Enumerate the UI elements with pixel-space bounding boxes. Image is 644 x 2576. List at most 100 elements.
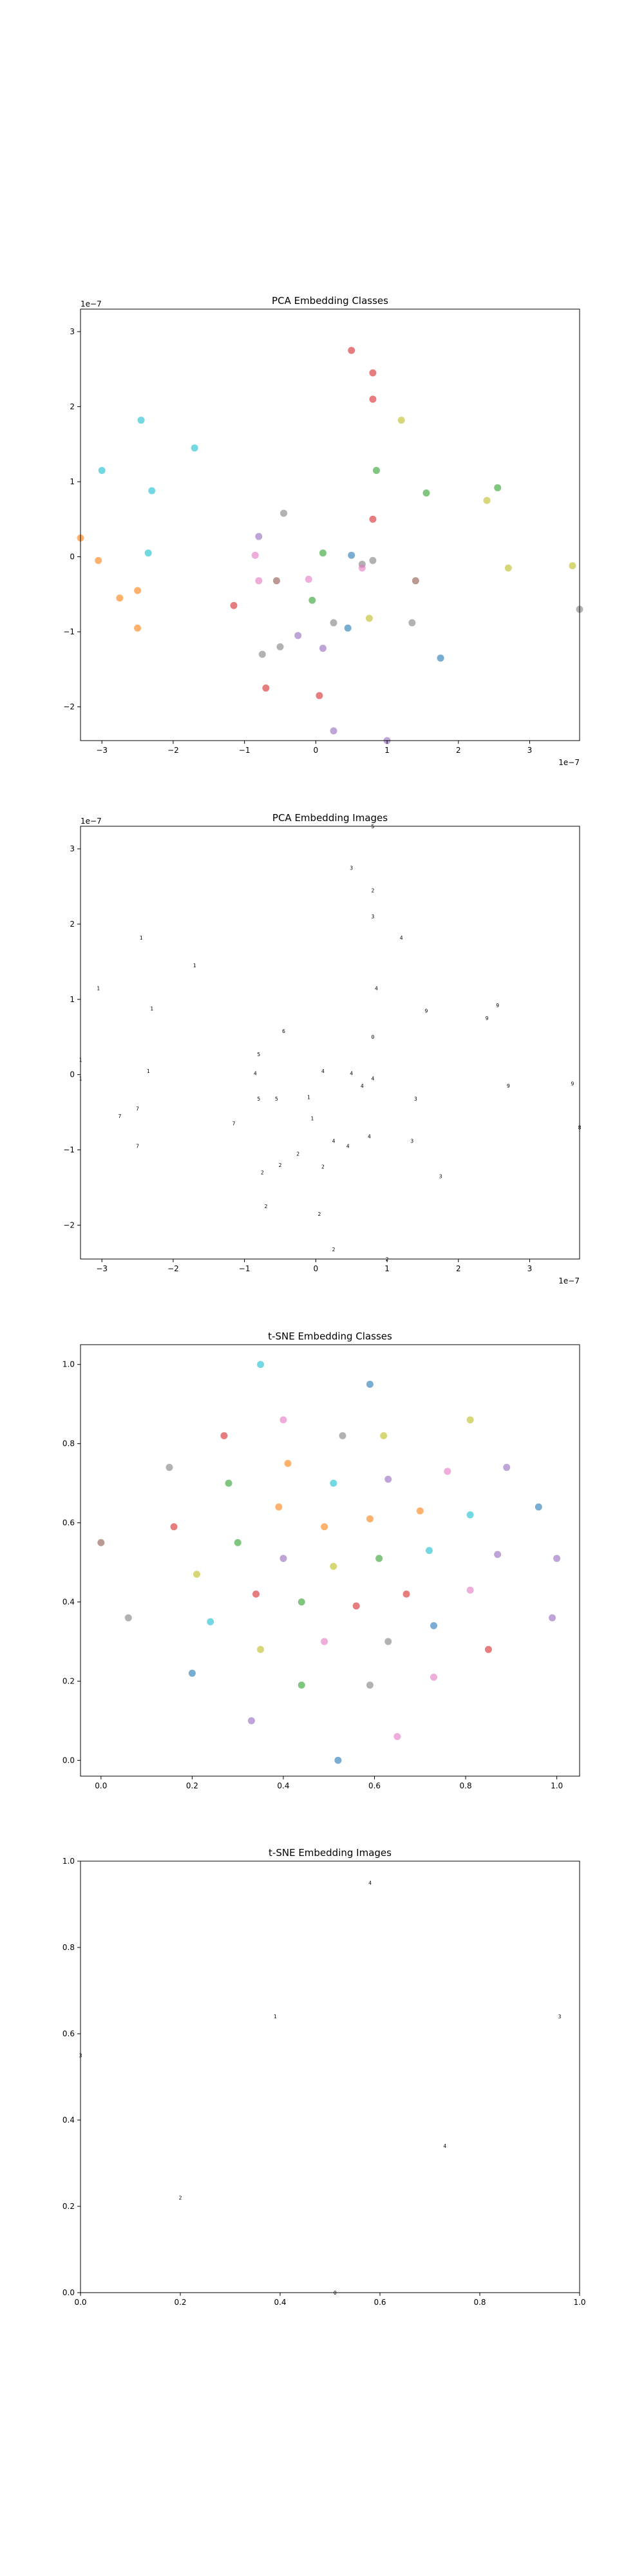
data-point [366,1380,374,1388]
y-offset-label: 1e−7 [80,299,102,308]
image-marker: 9 [507,1083,510,1089]
x-tick-label: 3 [527,1264,533,1273]
y-tick-label: 1.0 [62,1857,75,1866]
axes-frame [80,1861,580,2293]
data-point [124,1614,132,1622]
data-point [375,1555,383,1562]
data-point [412,577,419,585]
data-point [422,489,430,497]
data-point [569,562,576,570]
x-tick-label: 1 [384,1264,390,1273]
y-tick-label: 3 [70,844,75,853]
y-tick-label: 0.0 [62,1756,75,1765]
image-marker: 1 [310,1115,314,1121]
y-tick-label: 0.2 [62,1676,75,1685]
data-point [255,577,263,585]
data-point [137,416,145,424]
data-point [251,551,259,559]
data-point [294,632,302,639]
image-marker: 5 [257,1052,260,1057]
data-point [330,1562,337,1570]
x-tick-label: 0 [314,746,319,755]
axes-frame [80,826,580,1260]
data-point [95,556,102,564]
x-tick-label: 0.8 [460,1781,472,1790]
data-point [348,346,355,354]
data-point [369,395,377,403]
y-offset-label: 1e−7 [80,817,102,826]
image-marker: 4 [368,1134,371,1140]
data-point [416,1507,424,1515]
x-offset-label: 1e−7 [558,758,580,767]
data-point [384,1475,392,1483]
data-point [284,1459,292,1467]
image-marker: 3 [439,1173,442,1179]
y-tick-label: 2 [70,402,75,411]
image-marker: 0 [372,1034,375,1040]
y-tick-label: 1 [70,995,75,1004]
y-tick-label: 0.6 [62,1519,75,1528]
x-tick-label: −1 [239,1264,251,1273]
data-point [504,564,512,572]
data-point [134,587,142,594]
y-tick-label: −1 [63,627,75,636]
data-point [134,624,142,632]
chart-3: t-SNE Embedding Classes 0.0 0.2 0.4 0.6 0.8 1.… [62,1331,580,1790]
data-point [319,549,327,557]
data-point [116,594,124,602]
data-point [298,1681,305,1689]
y-tick-label: −2 [63,703,75,712]
data-point [188,1669,196,1677]
image-marker: 2 [321,1164,325,1170]
x-tick-label: 0.4 [277,1781,289,1790]
image-marker: 4 [375,985,378,991]
data-point [466,1586,474,1594]
data-point [166,1464,173,1472]
data-point [369,369,377,377]
image-marker: 2 [261,1170,264,1176]
data-point [466,1511,474,1519]
data-point [366,1681,374,1689]
image-marker: 1 [147,1068,150,1074]
data-point [444,1468,451,1475]
y-tick-label: 0.8 [62,1439,75,1448]
data-point [466,1416,474,1424]
x-tick-label: 0.0 [95,1781,107,1790]
data-point [372,467,380,475]
data-point [352,1602,360,1610]
x-tick-label: 0.2 [186,1781,198,1790]
x-tick-label: 0.0 [74,2298,86,2307]
x-tick-label: −3 [96,746,108,755]
x-tick-label: 0.6 [374,2298,386,2307]
data-point [437,654,444,662]
data-point [397,416,405,424]
image-marker: 7 [118,1113,121,1119]
data-point [330,727,337,735]
data-point [369,556,377,564]
data-point [258,650,266,658]
y-tick-label: 0 [70,1070,75,1079]
image-marker: 9 [486,1016,489,1021]
data-point [494,1551,502,1558]
chart-1: PCA Embedding Classes −3 −2 −1 0 1 2 3 −2 −1 0 1 2 3 1… [63,295,583,767]
image-marker: 1 [150,1006,153,1012]
x-tick-label: 0.4 [274,2298,286,2307]
chart-title: PCA Embedding Classes [272,295,388,307]
image-marker: 2 [264,1204,267,1209]
x-tick-label: 2 [456,746,461,755]
data-point [384,1638,392,1645]
y-tick-label: 0.2 [62,2202,75,2211]
data-point [257,1361,265,1368]
image-marker: 1 [193,963,196,969]
image-marker: 5 [257,1096,260,1102]
data-point [234,1539,242,1546]
y-tick-label: 0.6 [62,2029,75,2038]
data-point [344,624,352,632]
y-tick-label: 0 [70,553,75,562]
image-marker: 2 [296,1151,299,1157]
data-point [503,1464,511,1472]
y-tick-label: −1 [63,1146,75,1155]
data-point [191,444,198,452]
data-point [230,601,238,609]
